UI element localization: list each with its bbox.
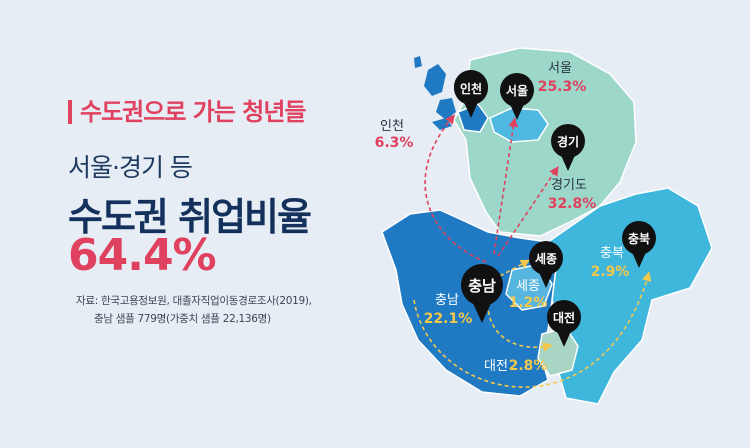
label-daejeon-name: 대전: [484, 359, 508, 374]
label-chungnam-value: 22.1%: [424, 311, 473, 327]
kicker-label: 수도권으로 가는 청년들: [80, 98, 307, 126]
pin-gyeonggi[interactable]: 경기: [551, 124, 585, 171]
label-daejeon-value: 2.8%: [509, 358, 548, 374]
source-note: 자료: 한국고용정보원, 대졸자직업이동경로조사(2019), 충남 샘플 77…: [76, 292, 312, 328]
source-line-2: 충남 샘플 779명(가중치 샘플 22,136명): [94, 313, 271, 325]
label-daejeon: 대전 2.8%: [484, 358, 547, 374]
flow-to-chungbuk: [413, 271, 652, 388]
flow-to-seoul: [493, 117, 519, 255]
label-chungnam: 충남 22.1%: [424, 293, 473, 327]
flow-to-sejong: [499, 259, 531, 277]
pin-label-sejong: 세종: [535, 251, 557, 266]
label-chungbuk: 충북 2.9%: [591, 246, 630, 280]
kicker-bar: [68, 100, 72, 124]
pin-label-chungbuk: 충북: [628, 231, 650, 246]
incheon-islands: [414, 56, 456, 130]
flow-to-daejeon: [487, 303, 553, 352]
pin-label-chungnam: 충남: [468, 277, 496, 295]
pin-label-incheon: 인천: [460, 81, 482, 96]
label-seoul-value: 25.3%: [538, 79, 587, 95]
label-incheon-value: 6.3%: [375, 135, 414, 151]
label-seoul: 서울 25.3%: [538, 61, 587, 95]
subtitle: 서울·경기 등: [68, 153, 193, 182]
label-sejong-name: 세종: [516, 279, 540, 294]
label-chungbuk-value: 2.9%: [591, 264, 630, 280]
label-seoul-name: 서울: [548, 61, 572, 76]
pin-label-daejeon: 대전: [553, 310, 575, 325]
pin-daejeon[interactable]: 대전: [547, 300, 581, 347]
pin-incheon[interactable]: 인천: [453, 70, 488, 118]
flow-arrows: [413, 114, 652, 388]
label-gyeonggi-value: 32.8%: [548, 196, 597, 212]
region-gyeonggi[interactable]: [453, 47, 637, 237]
pin-label-gyeonggi: 경기: [557, 134, 579, 149]
label-sejong: 세종 1.2%: [509, 279, 548, 311]
source-line-1: 자료: 한국고용정보원, 대졸자직업이동경로조사(2019),: [76, 295, 312, 307]
label-sejong-value: 1.2%: [509, 295, 548, 311]
flow-to-gyeonggi: [497, 166, 559, 257]
label-gyeonggi-name: 경기도: [551, 178, 587, 193]
label-incheon-name: 인천: [380, 119, 404, 134]
title: 수도권 취업비율: [68, 195, 312, 239]
pin-seoul[interactable]: 서울: [500, 73, 534, 120]
pin-chungnam[interactable]: 충남: [461, 264, 503, 323]
pin-sejong[interactable]: 세종: [529, 241, 563, 288]
headline-panel: 수도권으로 가는 청년들 서울·경기 등 수도권 취업비율 64.4% 자료: …: [68, 0, 368, 448]
label-chungbuk-name: 충북: [600, 246, 624, 261]
pin-label-seoul: 서울: [506, 83, 528, 98]
headline-value: 64.4%: [68, 230, 217, 281]
pin-chungbuk[interactable]: 충북: [622, 221, 656, 268]
region-chungnam[interactable]: [381, 209, 557, 397]
label-incheon: 인천 6.3%: [375, 119, 414, 151]
flow-to-incheon: [424, 114, 487, 263]
label-chungnam-name: 충남: [435, 293, 459, 308]
label-gyeonggi: 경기도 32.8%: [548, 178, 597, 212]
kicker-text: 수도권으로 가는 청년들: [68, 92, 307, 127]
